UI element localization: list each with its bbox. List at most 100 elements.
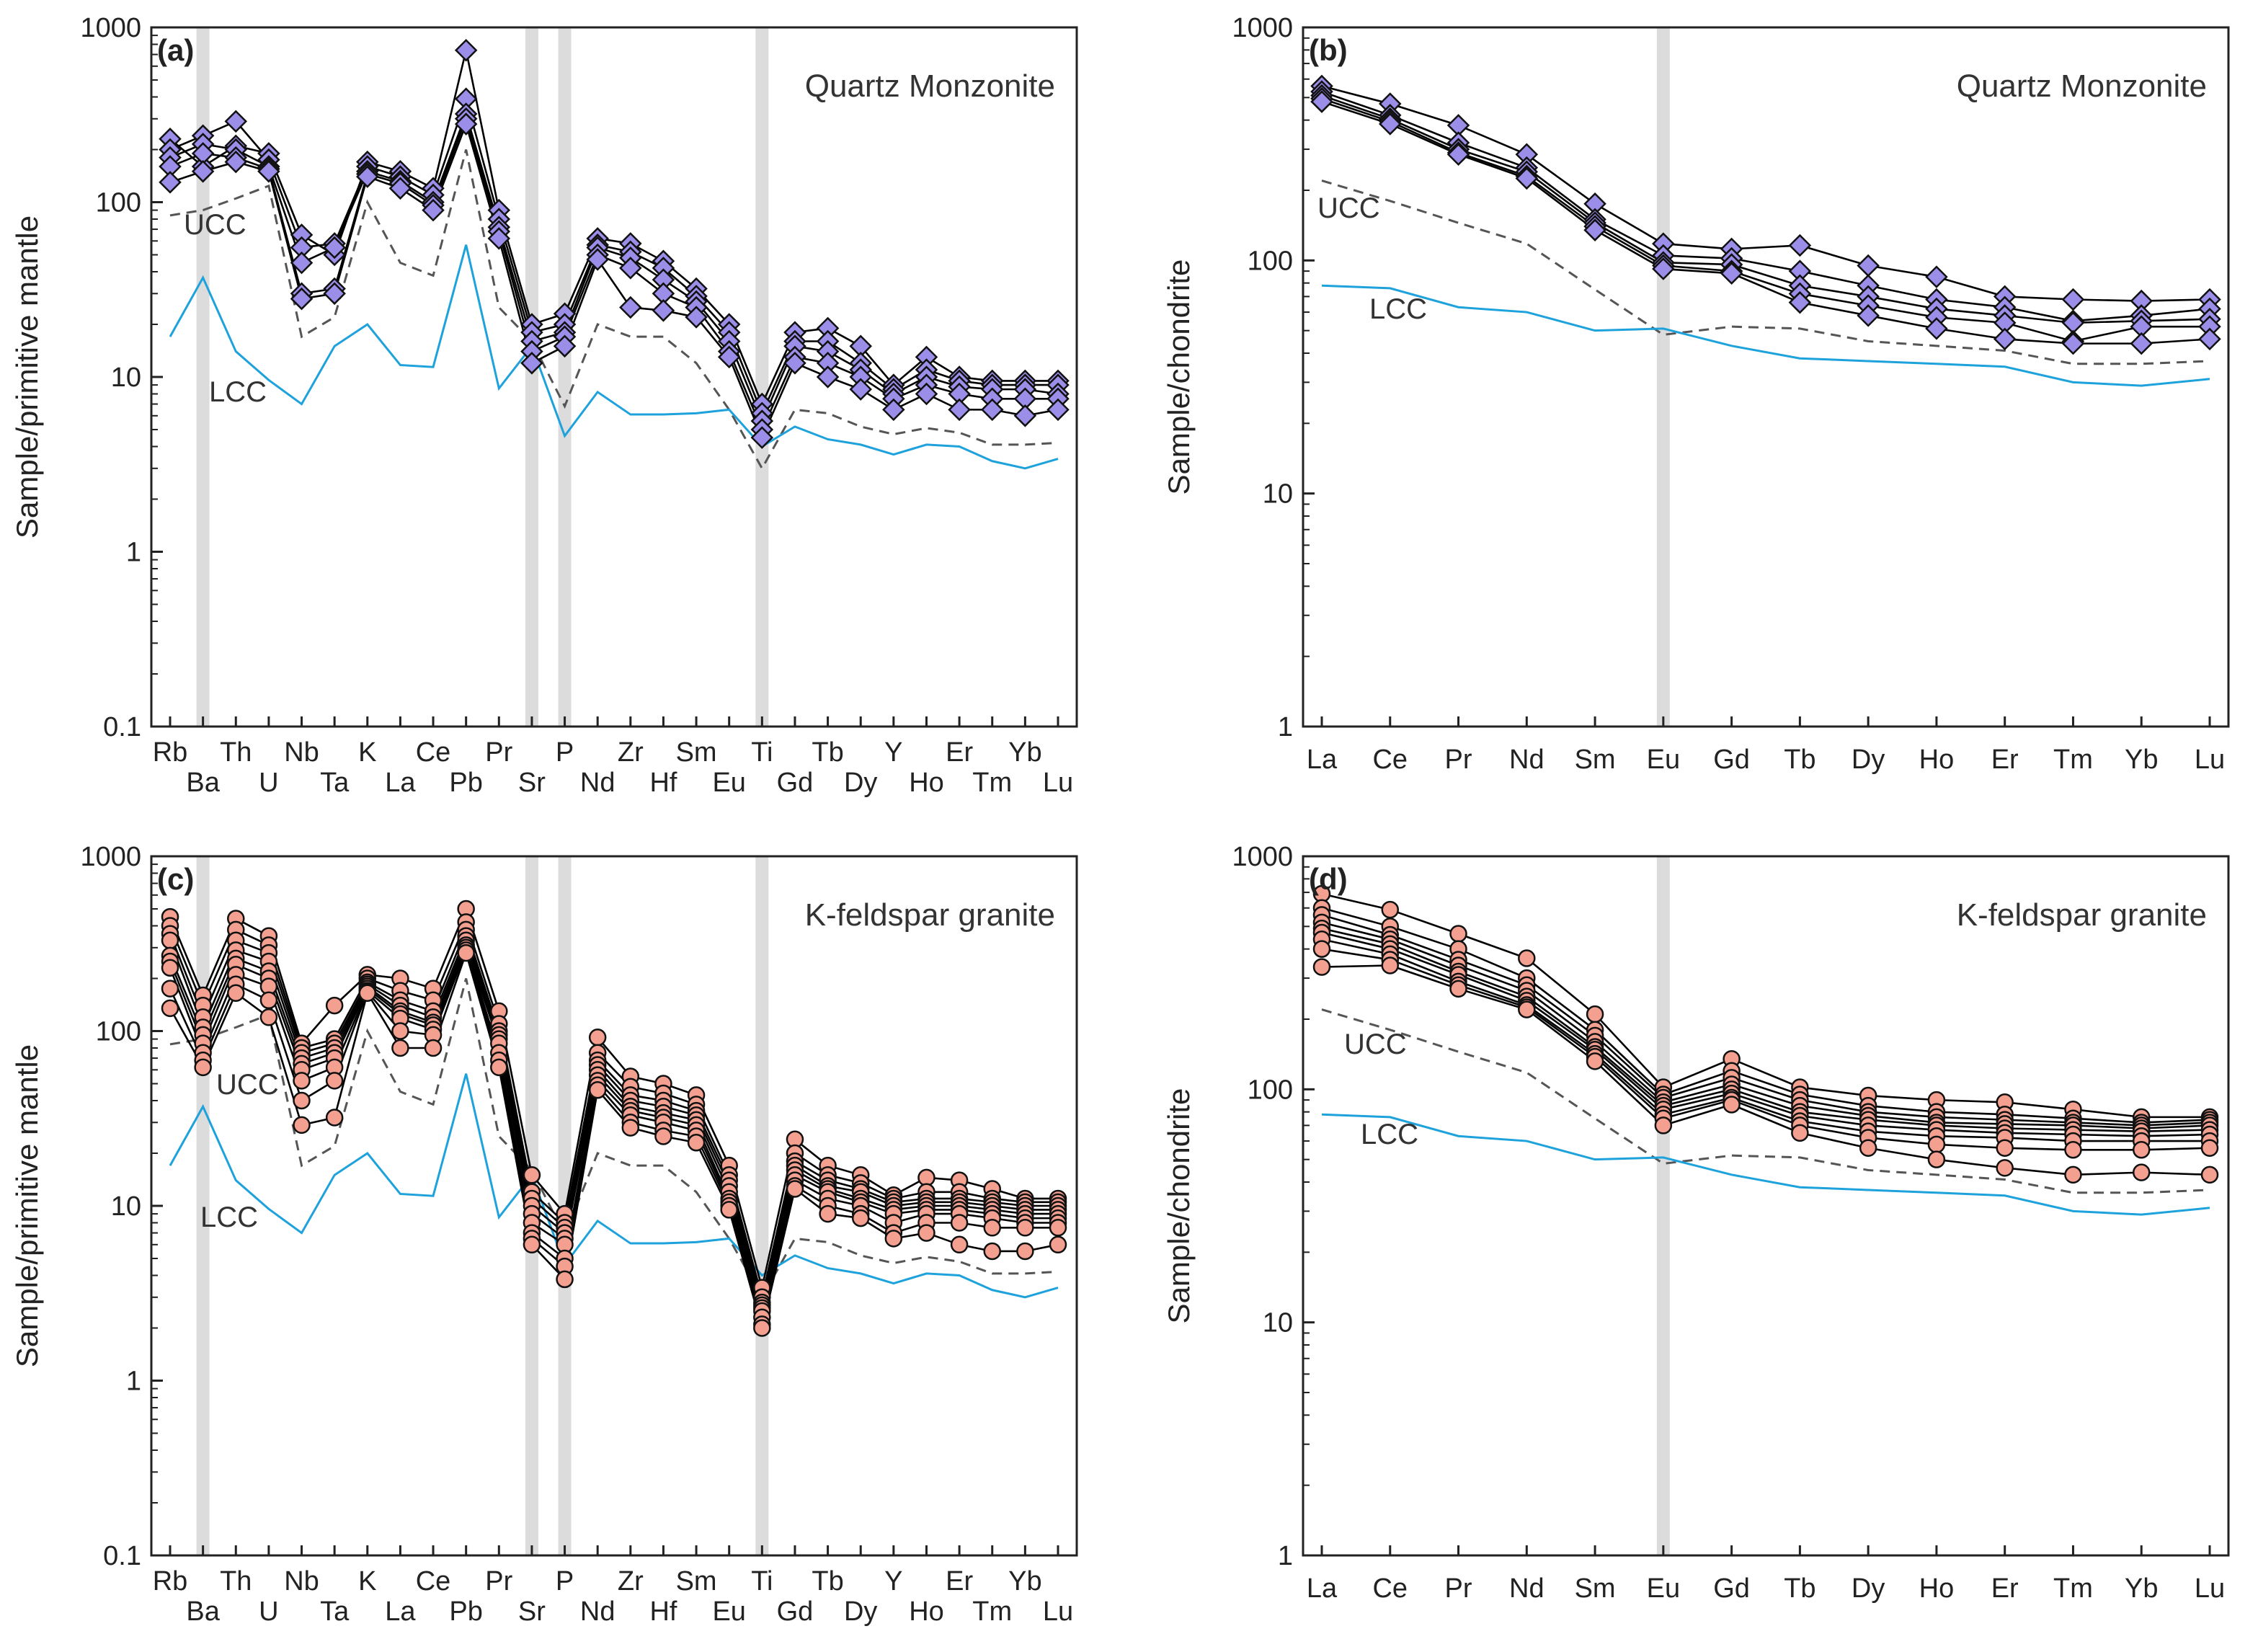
data-point-circle (1381, 900, 1400, 919)
data-point-circle (227, 984, 245, 1003)
data-point-circle (786, 1180, 804, 1198)
reference-label-ucc: UCC (1317, 192, 1380, 224)
x-label-tb: Tb (1784, 745, 1815, 775)
series-line-qm-2 (1321, 90, 2210, 322)
data-point-circle (1996, 1139, 2014, 1158)
x-label-tm: Tm (972, 1597, 1012, 1627)
x-label-ho: Ho (1919, 1573, 1955, 1604)
x-label-zr: Zr (618, 1566, 644, 1597)
data-point-circle (884, 1230, 903, 1248)
x-label-dy: Dy (844, 768, 877, 798)
data-point-circle (556, 1270, 574, 1289)
plot-frame (1302, 855, 2230, 1557)
data-point-diamond (783, 352, 806, 375)
data-point-diamond (1857, 304, 1880, 327)
data-point-diamond (422, 198, 445, 222)
x-label-y: Y (884, 1566, 902, 1597)
data-point-circle (1723, 1096, 1741, 1114)
x-label-ce: Ce (416, 1566, 451, 1597)
x-label-pr: Pr (1445, 745, 1472, 775)
data-point-circle (720, 1201, 738, 1219)
data-point-diamond (652, 299, 675, 322)
y-tick-label: 1 (1278, 712, 1293, 742)
data-point-diamond (1583, 218, 1606, 241)
x-label-nd: Nd (1509, 745, 1544, 775)
data-point-diamond (520, 352, 543, 375)
data-point-circle (161, 999, 179, 1018)
series-line-kg-9 (1321, 964, 2210, 1176)
data-point-diamond (586, 248, 609, 271)
x-label-eu: Eu (712, 1597, 745, 1627)
data-point-circle (1996, 1159, 2014, 1177)
y-tick-label: 10 (111, 363, 141, 393)
x-label-nd: Nd (1509, 1573, 1544, 1604)
x-label-pb: Pb (449, 768, 482, 798)
reference-label-ucc: UCC (1344, 1029, 1407, 1060)
series-line-kg-3 (169, 927, 1058, 1303)
x-label-ce: Ce (1372, 745, 1408, 775)
reference-line-ucc (1321, 179, 2210, 365)
y-tick-label: 0.1 (103, 1541, 141, 1571)
data-point-circle (2064, 1165, 2082, 1184)
data-point-circle (588, 1029, 607, 1047)
y-tick-label: 0.1 (103, 712, 141, 742)
x-label-la: La (385, 1597, 416, 1627)
panel-d: 1 10 100 1000 Sample/chondrite La Ce Pr Nd Sm Eu Gd… (1162, 842, 2230, 1604)
data-point-circle (391, 1022, 409, 1040)
x-label-tb: Tb (812, 737, 843, 768)
data-point-circle (325, 996, 344, 1015)
x-label-lu: Lu (1043, 1597, 1073, 1627)
x-label-tb: Tb (1784, 1573, 1815, 1604)
y-tick-label: 1000 (1232, 13, 1293, 43)
data-point-circle (161, 980, 179, 998)
highlight-band-eu (1656, 27, 1670, 727)
data-point-circle (588, 1081, 607, 1099)
x-label-gd: Gd (1713, 1573, 1750, 1604)
x-label-lu: Lu (1043, 768, 1073, 798)
x-label-eu: Eu (712, 768, 745, 798)
data-point-diamond (454, 38, 478, 62)
x-label-k: K (358, 737, 376, 768)
data-point-circle (1586, 1005, 1604, 1023)
x-label-sm: Sm (1575, 745, 1616, 775)
series-line-kg-8 (1321, 948, 2210, 1151)
x-label-er: Er (1991, 745, 2019, 775)
highlight-band-sr (525, 27, 538, 727)
data-point-diamond (356, 165, 379, 188)
x-label-sm: Sm (676, 1566, 717, 1597)
data-point-diamond (323, 282, 346, 306)
x-label-dy: Dy (1852, 1573, 1885, 1604)
data-point-circle (457, 943, 475, 962)
x-label-th: Th (220, 737, 252, 768)
x-label-ho: Ho (909, 1597, 944, 1627)
data-point-circle (983, 1242, 1001, 1261)
x-label-yb: Yb (2125, 745, 2158, 775)
x-label-gd: Gd (1713, 745, 1750, 775)
data-point-diamond (1379, 112, 1402, 136)
plot-frame (150, 26, 1078, 728)
panel-tag: (c) (157, 862, 194, 896)
series-line-kg-2 (1321, 907, 2210, 1124)
y-tick-label: 100 (1248, 246, 1293, 276)
panel-a: 0.1 1 10 100 1000 Sample/primitive mantle RbBa… (10, 13, 1078, 798)
reference-label-lcc: LCC (1369, 293, 1427, 325)
data-point-diamond (2198, 327, 2221, 351)
x-label-nd: Nd (580, 1597, 615, 1627)
data-point-diamond (290, 251, 314, 275)
data-point-circle (983, 1219, 1001, 1237)
series-line-qm-3 (1321, 94, 2210, 324)
x-label-p: P (556, 1566, 574, 1597)
reference-label-ucc: UCC (184, 209, 246, 241)
series-line-kg-1 (169, 906, 1058, 1288)
data-point-diamond (685, 306, 708, 329)
data-point-diamond (224, 110, 248, 133)
series-line-qm-3 (169, 110, 1059, 424)
x-label-pr: Pr (485, 737, 512, 768)
y-axis-label: Sample/primitive mantle (10, 1044, 44, 1367)
data-point-circle (1654, 1116, 1673, 1134)
data-point-circle (1016, 1219, 1034, 1237)
data-point-circle (523, 1166, 541, 1184)
x-label-lu: Lu (2195, 745, 2225, 775)
data-point-circle (293, 1072, 311, 1090)
